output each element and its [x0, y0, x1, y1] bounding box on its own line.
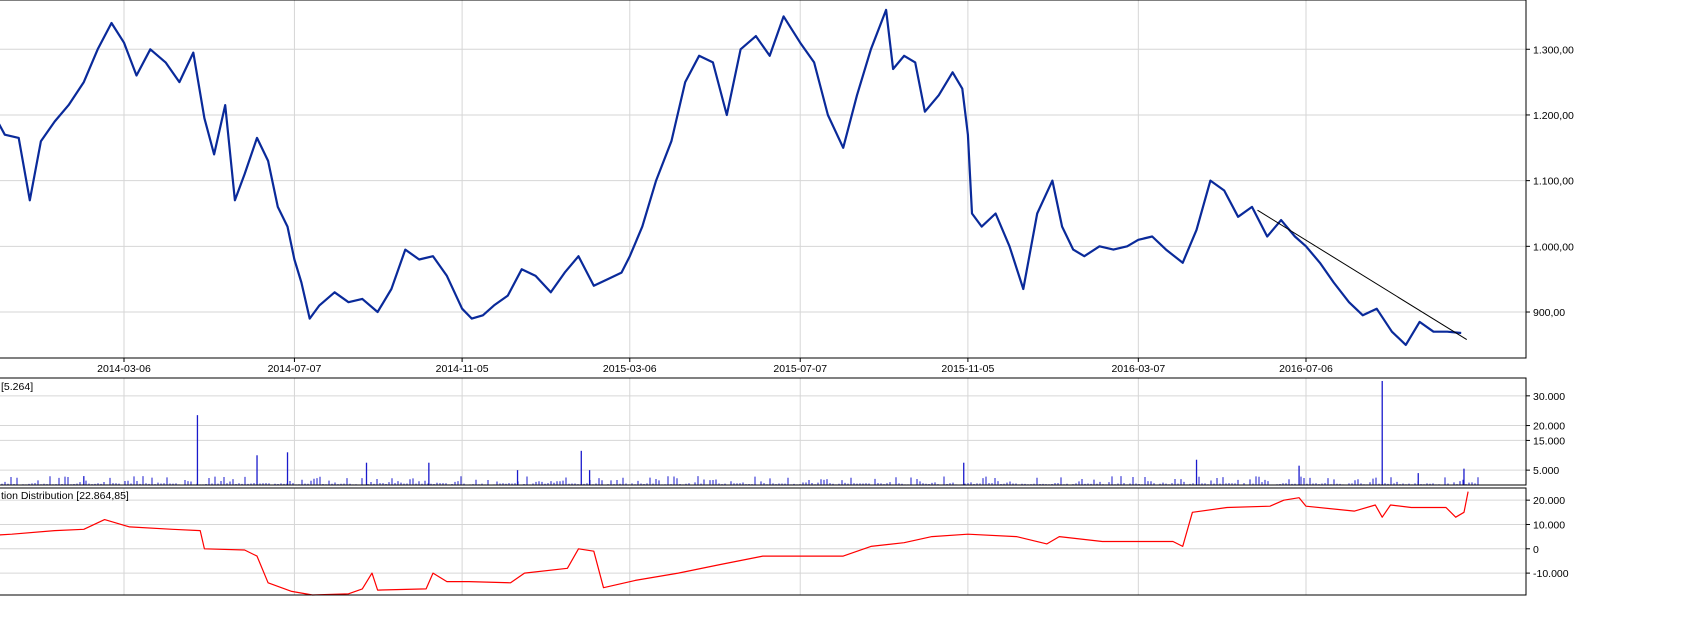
price-series-line: [0, 8, 1462, 346]
y-tick-label: 900,00: [1533, 307, 1565, 319]
x-tick-label: 2016-03-07: [1111, 363, 1165, 375]
y-tick-label: 1.300,00: [1533, 44, 1574, 56]
y-tick-label: 15.000: [1533, 435, 1565, 447]
volume-panel-frame: [0, 377, 1527, 486]
x-tick-label: 2015-03-06: [603, 363, 657, 375]
y-tick-label: 5.000: [1533, 465, 1559, 477]
x-tick-label: 2014-11-05: [436, 363, 489, 375]
y-tick-label: 1.100,00: [1533, 176, 1574, 188]
price-panel-frame: [0, 0, 1527, 359]
x-tick-label: 2014-03-06: [97, 363, 151, 375]
y-tick-label: 30.000: [1533, 391, 1565, 403]
volume-panel-title: [5.264]: [1, 381, 33, 393]
y-tick-label: 1.000,00: [1533, 241, 1574, 253]
y-tick-label: 0: [1533, 544, 1539, 556]
y-tick-label: 10.000: [1533, 519, 1565, 531]
x-tick-label: 2015-11-05: [941, 363, 994, 375]
distribution-panel-frame: [0, 487, 1527, 596]
x-tick-label: 2016-07-06: [1279, 363, 1333, 375]
text-layer: 1.300,00 1.200,00 1.100,00 1.000,00 900,00 20…: [1, 44, 1574, 580]
y-tick-label: 1.200,00: [1533, 110, 1574, 122]
x-tick-label: 2015-07-07: [773, 363, 827, 375]
distribution-panel-title: tion Distribution [22.864,85]: [1, 490, 129, 502]
distribution-series-line: [0, 491, 1469, 596]
trendline: [1257, 209, 1468, 341]
y-tick-label: 20.000: [1533, 421, 1565, 433]
grid-layer: [0, 0, 1526, 595]
frames-layer: [0, 0, 1530, 596]
y-tick-label: -10.000: [1533, 568, 1569, 580]
x-tick-label: 2014-07-07: [268, 363, 322, 375]
y-tick-label: 20.000: [1533, 495, 1565, 507]
